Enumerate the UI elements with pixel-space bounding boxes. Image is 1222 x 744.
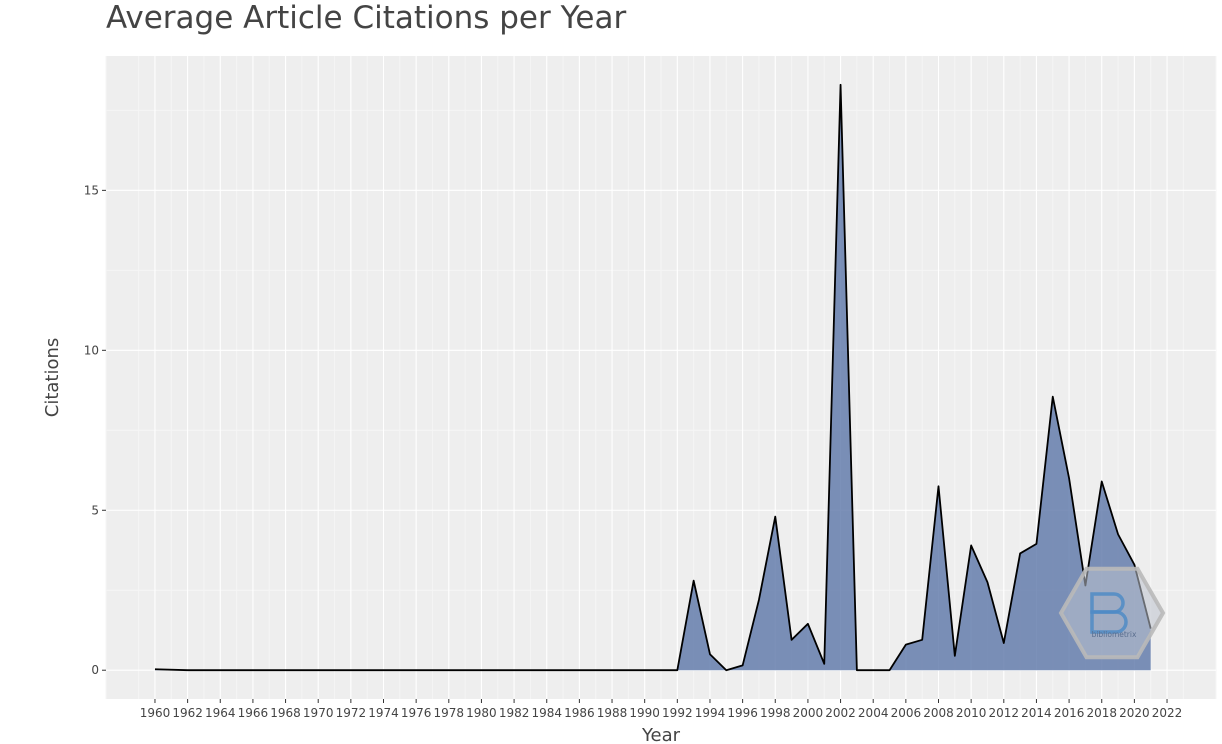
x-tick-label: 2002	[825, 706, 856, 720]
y-axis-title: Citations	[42, 338, 63, 418]
chart-title: Average Article Citations per Year	[106, 0, 627, 36]
data-point[interactable]	[1033, 541, 1039, 547]
data-point[interactable]	[740, 662, 746, 668]
x-tick-label: 2004	[858, 706, 889, 720]
x-tick-label: 2018	[1086, 706, 1117, 720]
x-tick-label: 1976	[401, 706, 432, 720]
data-point[interactable]	[413, 667, 419, 673]
x-tick-label: 1992	[662, 706, 693, 720]
x-tick-label: 1990	[629, 706, 660, 720]
data-point[interactable]	[772, 514, 778, 520]
data-point[interactable]	[381, 667, 387, 673]
data-point[interactable]	[887, 667, 893, 673]
data-point[interactable]	[756, 597, 762, 603]
data-point[interactable]	[348, 667, 354, 673]
x-tick-label: 1962	[172, 706, 203, 720]
x-tick-label: 1996	[727, 706, 758, 720]
x-tick-label: 1974	[368, 706, 399, 720]
data-point[interactable]	[1066, 475, 1072, 481]
x-tick-label: 1984	[531, 706, 562, 720]
data-point[interactable]	[805, 621, 811, 627]
data-point[interactable]	[642, 667, 648, 673]
data-point[interactable]	[446, 667, 452, 673]
data-point[interactable]	[283, 667, 289, 673]
data-point[interactable]	[1099, 478, 1105, 484]
data-point[interactable]	[838, 82, 844, 88]
x-tick-label: 2008	[923, 706, 954, 720]
data-point[interactable]	[511, 667, 517, 673]
x-tick-label: 2022	[1152, 706, 1183, 720]
x-axis-title: Year	[641, 725, 681, 744]
x-tick-label: 1982	[499, 706, 530, 720]
watermark-text: bibliometrix	[1092, 630, 1137, 639]
y-tick-label: 15	[84, 183, 99, 197]
x-tick-label: 2016	[1054, 706, 1085, 720]
x-tick-label: 2010	[956, 706, 987, 720]
data-point[interactable]	[903, 642, 909, 648]
series-line	[154, 83, 1152, 672]
data-point[interactable]	[691, 578, 697, 584]
x-tick-label: 1986	[564, 706, 595, 720]
y-tick-label: 0	[91, 663, 99, 677]
data-point[interactable]	[478, 667, 484, 673]
data-point[interactable]	[789, 637, 795, 643]
x-tick-label: 1998	[760, 706, 791, 720]
x-tick-label: 1988	[597, 706, 628, 720]
x-tick-label: 2020	[1119, 706, 1150, 720]
data-point[interactable]	[919, 637, 925, 643]
x-tick-label: 1966	[238, 706, 269, 720]
data-point[interactable]	[185, 667, 191, 673]
data-point[interactable]	[1050, 394, 1056, 400]
x-tick-label: 1978	[434, 706, 465, 720]
data-point[interactable]	[984, 579, 990, 585]
x-tick-label: 1994	[695, 706, 726, 720]
data-point[interactable]	[854, 667, 860, 673]
data-point[interactable]	[870, 667, 876, 673]
data-point[interactable]	[1017, 550, 1023, 556]
data-point[interactable]	[968, 542, 974, 548]
data-point[interactable]	[821, 661, 827, 667]
data-point[interactable]	[707, 651, 713, 657]
series-area	[154, 84, 1151, 671]
data-point[interactable]	[217, 667, 223, 673]
x-tick-label: 2012	[989, 706, 1020, 720]
data-point[interactable]	[609, 667, 615, 673]
watermark-letter-bottom	[1090, 610, 1128, 634]
x-tick-label: 1980	[466, 706, 497, 720]
x-tick-label: 1968	[270, 706, 301, 720]
data-point[interactable]	[544, 667, 550, 673]
x-tick-label: 1972	[336, 706, 367, 720]
y-tick-label: 5	[91, 503, 99, 517]
y-tick-label: 10	[84, 343, 99, 357]
data-point[interactable]	[1131, 562, 1137, 568]
x-tick-label: 2006	[891, 706, 922, 720]
x-tick-label: 2000	[793, 706, 824, 720]
x-tick-label: 1964	[205, 706, 236, 720]
data-point[interactable]	[936, 483, 942, 489]
x-tick-label: 1970	[303, 706, 334, 720]
data-point[interactable]	[1115, 531, 1121, 537]
data-point[interactable]	[576, 667, 582, 673]
data-point[interactable]	[658, 667, 664, 673]
data-point[interactable]	[152, 666, 158, 672]
x-tick-label: 1960	[140, 706, 171, 720]
data-point[interactable]	[315, 667, 321, 673]
data-point[interactable]	[1001, 640, 1007, 646]
data-point[interactable]	[674, 667, 680, 673]
x-tick-label: 2014	[1021, 706, 1052, 720]
data-point[interactable]	[250, 667, 256, 673]
data-point[interactable]	[952, 653, 958, 659]
data-point[interactable]	[723, 667, 729, 673]
